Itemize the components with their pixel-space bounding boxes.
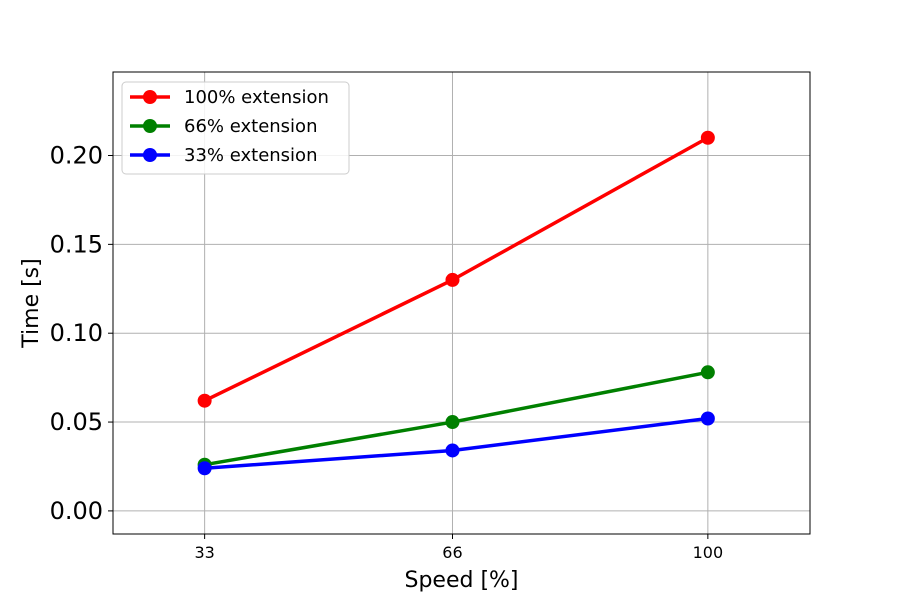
- legend-item: 66% extension: [130, 116, 317, 137]
- legend-label: 66% extension: [184, 116, 317, 137]
- legend-label: 33% extension: [184, 145, 317, 166]
- series-3: [197, 411, 715, 476]
- y-tick-label: 0.05: [50, 408, 103, 436]
- x-tick-label: 66: [442, 543, 462, 562]
- data-point: [445, 415, 460, 430]
- legend-marker: [143, 119, 157, 133]
- x-tick-label: 100: [693, 543, 724, 562]
- y-axis-ticks: 0.00 0.05 0.10 0.15 0.20: [50, 142, 113, 525]
- series-line: [203, 136, 709, 403]
- legend-marker: [143, 90, 157, 104]
- x-axis-label: Speed [%]: [404, 568, 518, 593]
- x-axis-ticks: 33 66 100: [194, 534, 723, 562]
- y-axis-label: Time [s]: [19, 258, 44, 348]
- data-point: [700, 130, 715, 145]
- legend-label: 100% extension: [184, 87, 329, 108]
- y-tick-label: 0.10: [50, 319, 103, 347]
- legend-item: 33% extension: [130, 145, 317, 166]
- y-tick-label: 0.00: [50, 497, 103, 525]
- data-point: [445, 272, 460, 287]
- legend: 100% extension 66% extension 33% extension: [121, 81, 350, 175]
- data-point: [700, 411, 715, 426]
- legend-marker: [143, 148, 157, 162]
- data-point: [445, 443, 460, 458]
- data-point: [197, 393, 212, 408]
- data-point: [197, 461, 212, 476]
- y-tick-label: 0.20: [50, 142, 103, 170]
- legend-frame: [121, 81, 350, 175]
- series-group: [197, 130, 715, 476]
- x-tick-label: 33: [194, 543, 214, 562]
- data-point: [700, 365, 715, 380]
- plot-frame: [112, 71, 811, 535]
- legend-item: 100% extension: [130, 87, 329, 108]
- y-tick-label: 0.15: [50, 230, 103, 258]
- series-1: [197, 130, 715, 408]
